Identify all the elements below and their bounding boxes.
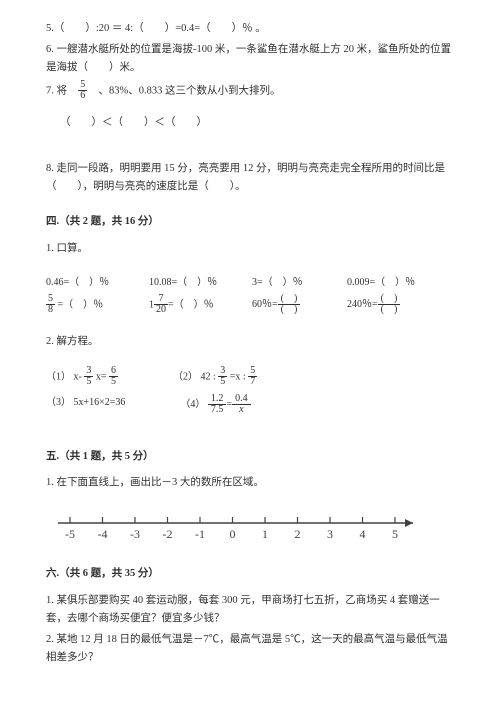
eq3-label: （3） — [46, 397, 71, 408]
c8-pre: 240％= — [347, 299, 378, 310]
eq4-n2: 0.4 — [232, 394, 251, 405]
calc-row-1: 0.46=（ ）％ 10.08=（ ）％ 3=（ ）％ 0.009=（ ）％ — [46, 274, 454, 291]
calc-2: 10.08=（ ）％ — [149, 274, 233, 291]
c5-post: =（ ）％ — [55, 299, 103, 310]
svg-text:-4: -4 — [98, 527, 108, 541]
svg-text:1: 1 — [262, 527, 268, 541]
q7-fraction: 5 6 — [78, 80, 87, 102]
c5-d: 8 — [46, 305, 55, 316]
sec5-q1: 1. 在下面直线上，画出比－3 大的数所在区域。 — [46, 474, 454, 492]
svg-text:3: 3 — [327, 527, 333, 541]
calc-5: 58 =（ ）％ — [46, 294, 130, 316]
question-5: 5.（ ）:20 ＝ 4:（ ）=0.4=（ ）％ 。 — [46, 20, 454, 38]
eq-4: （4） 1.27.5=0.4x — [180, 394, 250, 415]
calc-6: 1720=（ ）％ — [149, 294, 233, 316]
eq-3: （3） 5x+16×2=36 — [46, 394, 125, 415]
calc-7: 60％=( )( ) — [252, 294, 328, 316]
svg-text:-5: -5 — [65, 527, 75, 541]
svg-text:4: 4 — [360, 527, 366, 541]
calc-3: 3=（ ）％ — [252, 274, 328, 291]
eq4-label: （4） — [180, 398, 205, 409]
eq4-d2: x — [232, 405, 251, 415]
sec4-q2: 2. 解方程。 — [46, 333, 454, 351]
q7-frac-den: 6 — [78, 91, 87, 102]
svg-text:-1: -1 — [195, 527, 205, 541]
q7-post: 、83%、0.833 这三个数从小到大排列。 — [99, 85, 281, 96]
sec6-q2: 2. 某地 12 月 18 日的最低气温是－7℃，最高气温是 5℃，这一天的最高… — [46, 631, 454, 667]
q7-pre: 7. 将 — [46, 85, 67, 96]
svg-text:5: 5 — [392, 527, 398, 541]
sec6-q1: 1. 某俱乐部要购买 40 套运动服，每套 300 元，甲商场打七五折，乙商场买… — [46, 592, 454, 628]
eq-1: （1） x- 35 x= 65 — [46, 366, 118, 388]
c6-d: 20 — [154, 305, 168, 316]
svg-text:-3: -3 — [130, 527, 140, 541]
eq-row-2: （3） 5x+16×2=36 （4） 1.27.5=0.4x — [46, 394, 454, 415]
c6-post: =（ ）％ — [168, 299, 214, 310]
eq1-label: （1） — [46, 371, 71, 382]
calc-1: 0.46=（ ）％ — [46, 274, 130, 291]
eq-2: （2） 42 : 35 =x : 57 — [173, 366, 257, 388]
eq-row-1: （1） x- 35 x= 65 （2） 42 : 35 =x : 57 — [46, 366, 454, 388]
calc-row-2: 58 =（ ）％ 1720=（ ）％ 60％=( )( ) 240％=( )( … — [46, 294, 454, 316]
c8-d: ( ) — [378, 305, 401, 315]
question-6: 6. 一艘潜水艇所处的位置是海拔-100 米，一条鲨鱼在潜水艇上方 20 米，鲨… — [46, 41, 454, 77]
svg-text:0: 0 — [230, 527, 236, 541]
q7-blanks: （ ）＜（ ）＜（ ） — [60, 114, 454, 132]
section-4-title: 四.（共 2 题，共 16 分） — [46, 213, 454, 231]
eq2-d1: 5 — [218, 377, 227, 388]
eq1-d2: 5 — [109, 377, 118, 388]
svg-text:-2: -2 — [163, 527, 173, 541]
c7-pre: 60％= — [252, 299, 278, 310]
number-line: -5 -4 -3 -2 -1 0 1 2 3 4 5 — [46, 499, 454, 548]
eq2-mid: =x : — [227, 371, 248, 382]
eq2-d2: 7 — [248, 377, 257, 388]
eq4-d1: 7.5 — [208, 405, 227, 415]
eq3-text: 5x+16×2=36 — [74, 397, 126, 408]
eq1-pre: x- — [74, 371, 85, 382]
eq4-n1: 1.2 — [208, 394, 227, 405]
calc-4: 0.009=（ ）％ — [347, 274, 415, 291]
calc-8: 240％=( )( ) — [347, 294, 400, 316]
eq1-mid: x= — [93, 371, 109, 382]
sec4-q1: 1. 口算。 — [46, 240, 454, 258]
question-7: 7. 将 5 6 、83%、0.833 这三个数从小到大排列。 — [46, 80, 454, 102]
section-6-title: 六.（共 6 题，共 35 分） — [46, 565, 454, 583]
eq2-label: （2） — [173, 371, 198, 382]
svg-text:2: 2 — [295, 527, 301, 541]
c7-d: ( ) — [278, 305, 301, 315]
question-8: 8. 走同一段路，明明要用 15 分，亮亮要用 12 分，明明与亮亮走完全程所用… — [46, 160, 454, 196]
section-5-title: 五.（共 1 题，共 5 分） — [46, 448, 454, 466]
eq1-d1: 5 — [84, 377, 93, 388]
eq2-pre: 42 : — [200, 371, 218, 382]
